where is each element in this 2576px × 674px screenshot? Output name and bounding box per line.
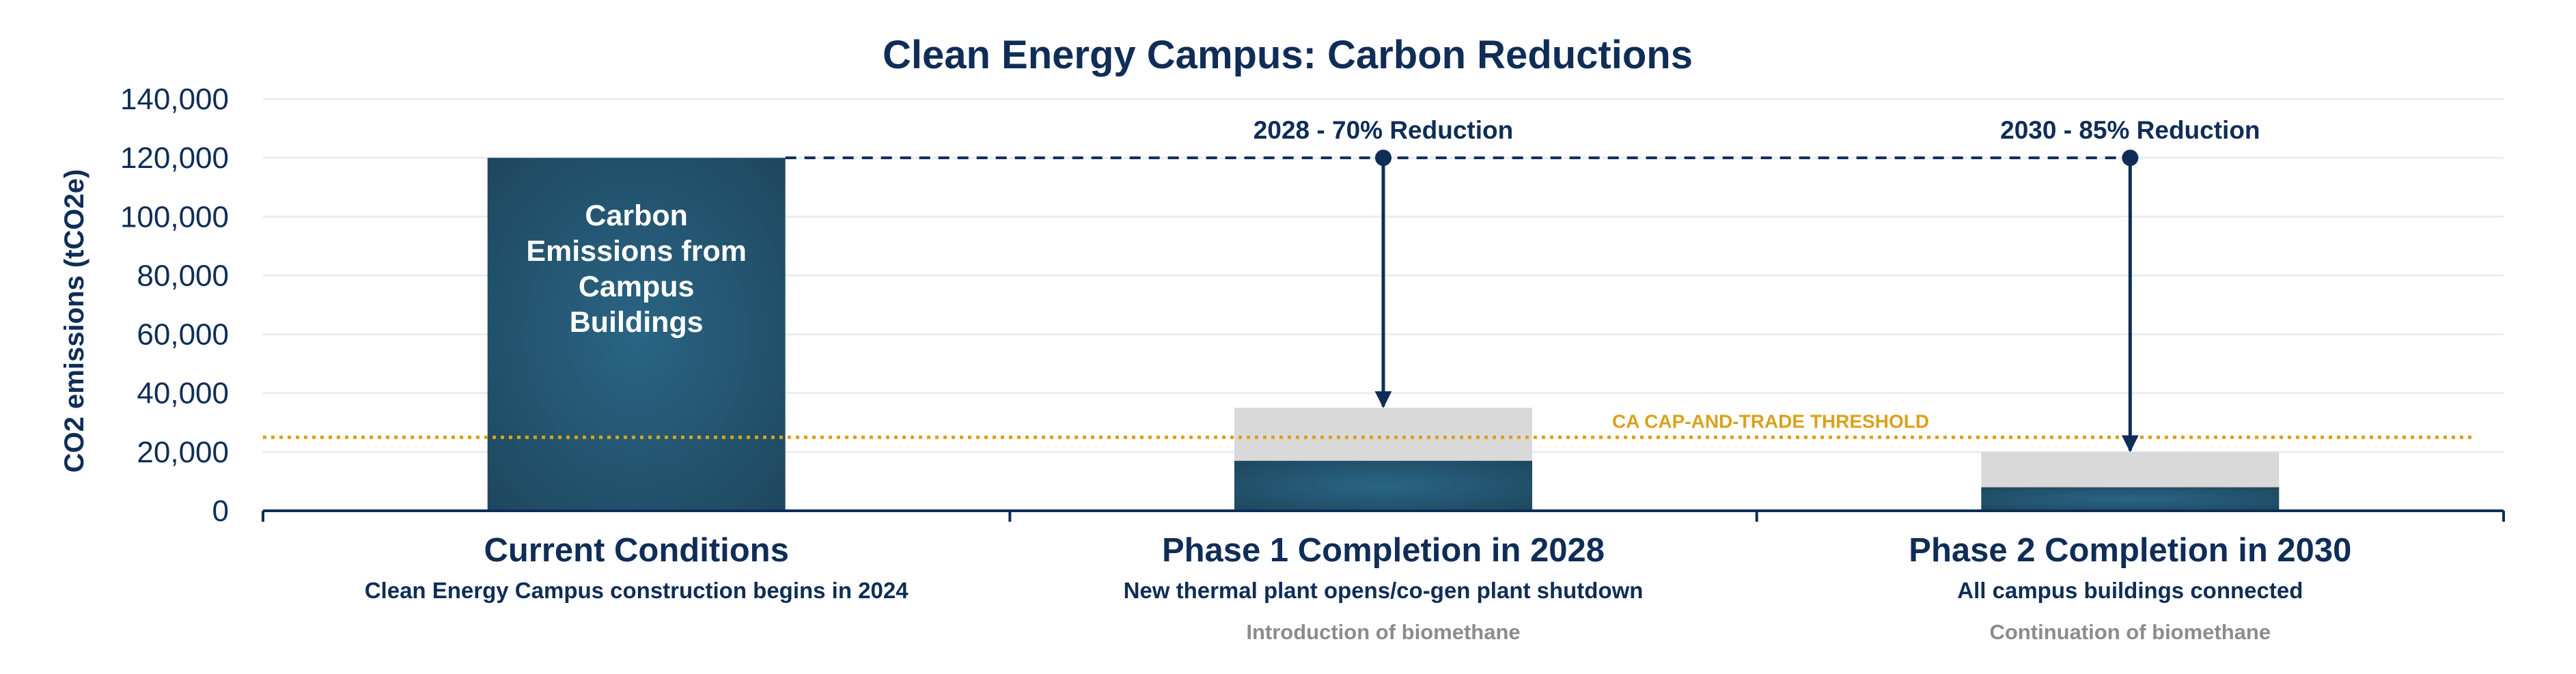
y-tick-label: 100,000 bbox=[120, 200, 229, 234]
y-tick-label: 0 bbox=[212, 494, 229, 528]
category-labels: Current Conditions Clean Energy Campus co… bbox=[365, 532, 2352, 644]
chart-title: Clean Energy Campus: Carbon Reductions bbox=[883, 33, 1693, 77]
bar-label: Carbon bbox=[585, 199, 688, 232]
bar-remaining-emissions bbox=[1234, 460, 1532, 511]
category-sublabel: All campus buildings connected bbox=[1957, 578, 2303, 603]
threshold: CA CAP-AND-TRADE THRESHOLD bbox=[263, 410, 2473, 439]
category-label: Phase 2 Completion in 2030 bbox=[1909, 532, 2351, 569]
reduction-label: 2030 - 85% Reduction bbox=[2000, 116, 2260, 144]
category-sublabel: Clean Energy Campus construction begins … bbox=[365, 578, 909, 603]
bar-label: Emissions from bbox=[526, 235, 747, 268]
bar-label: Campus bbox=[579, 270, 695, 303]
y-tick-label: 120,000 bbox=[120, 141, 229, 175]
category-sublabel: New thermal plant opens/co-gen plant shu… bbox=[1124, 578, 1644, 603]
category-note: Continuation of biomethane bbox=[1990, 620, 2271, 644]
bar-remaining-emissions bbox=[1981, 487, 2280, 511]
reduction-label: 2028 - 70% Reduction bbox=[1254, 116, 1513, 144]
y-tick-label: 140,000 bbox=[120, 83, 229, 116]
category-note: Introduction of biomethane bbox=[1246, 620, 1520, 644]
reduction-annotations: 2028 - 70% Reduction 2030 - 85% Reduction bbox=[785, 116, 2260, 453]
y-tick-label: 40,000 bbox=[137, 377, 229, 410]
category-label: Current Conditions bbox=[484, 532, 788, 569]
bar-reduced-portion bbox=[1234, 408, 1532, 461]
y-tick-label: 80,000 bbox=[137, 259, 229, 292]
bar-remaining-emissions bbox=[487, 158, 786, 511]
threshold-label: CA CAP-AND-TRADE THRESHOLD bbox=[1612, 410, 1929, 432]
y-tick-label: 20,000 bbox=[137, 436, 229, 469]
x-axis bbox=[262, 509, 2505, 522]
y-axis-label: CO2 emissions (tCO2e) bbox=[59, 169, 89, 473]
category-label: Phase 1 Completion in 2028 bbox=[1162, 532, 1605, 569]
bar-reduced-portion bbox=[1981, 451, 2280, 488]
y-tick-label: 60,000 bbox=[137, 318, 229, 352]
bar-label: Buildings bbox=[570, 306, 704, 339]
